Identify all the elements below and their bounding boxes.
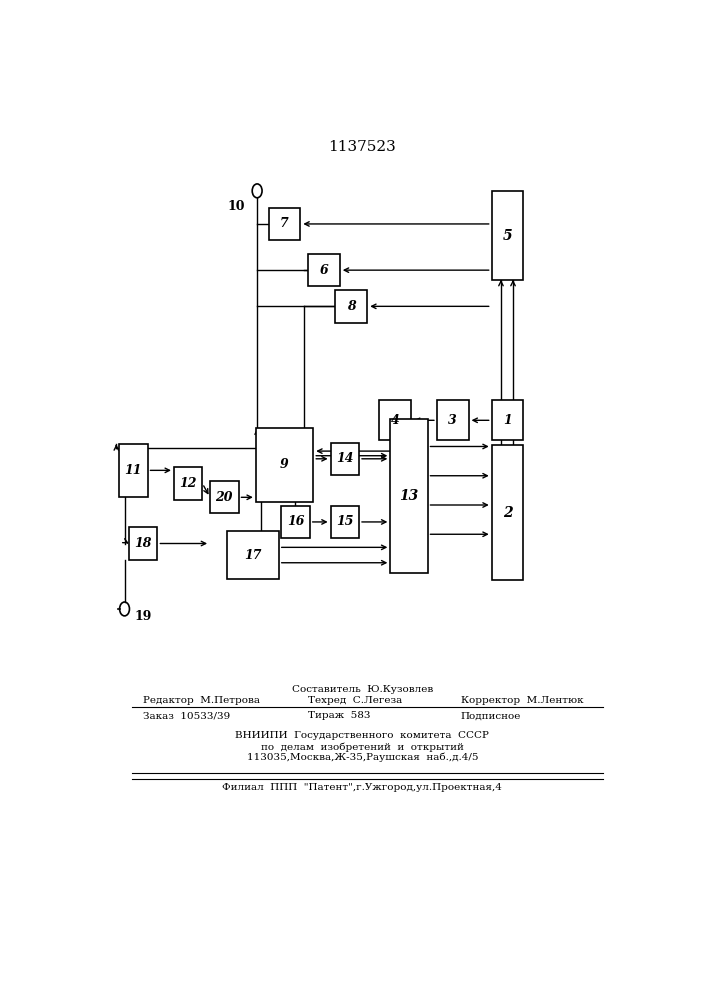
Bar bbox=[331, 506, 359, 538]
Text: 20: 20 bbox=[216, 491, 233, 504]
Text: 6: 6 bbox=[320, 264, 328, 277]
Text: Редактор  М.Петрова: Редактор М.Петрова bbox=[144, 696, 260, 705]
Text: 9: 9 bbox=[280, 458, 289, 471]
Text: Подписное: Подписное bbox=[461, 711, 521, 720]
Bar bbox=[491, 445, 523, 580]
Text: Составитель  Ю.Кузовлев: Составитель Ю.Кузовлев bbox=[292, 685, 433, 694]
Text: Корректор  М.Лентюк: Корректор М.Лентюк bbox=[461, 696, 583, 705]
Text: 1: 1 bbox=[503, 414, 512, 427]
Text: 13: 13 bbox=[399, 489, 419, 503]
Bar bbox=[380, 400, 411, 440]
Text: по  делам  изобретений  и  открытий: по делам изобретений и открытий bbox=[261, 742, 464, 752]
Bar bbox=[331, 443, 359, 475]
Text: 113035,Москва,Ж-35,Раушская  наб.,д.4/5: 113035,Москва,Ж-35,Раушская наб.,д.4/5 bbox=[247, 753, 478, 762]
Bar bbox=[336, 290, 367, 323]
Bar bbox=[269, 208, 300, 240]
Bar bbox=[210, 481, 238, 513]
Text: 8: 8 bbox=[347, 300, 356, 313]
Text: 4: 4 bbox=[391, 414, 399, 427]
Text: 14: 14 bbox=[336, 452, 354, 465]
Bar bbox=[390, 419, 428, 573]
Text: 1137523: 1137523 bbox=[329, 140, 396, 154]
Text: 19: 19 bbox=[134, 610, 152, 623]
Text: 16: 16 bbox=[287, 515, 304, 528]
Bar bbox=[308, 254, 340, 286]
Text: 17: 17 bbox=[244, 549, 262, 562]
Text: Заказ  10533/39: Заказ 10533/39 bbox=[144, 711, 230, 720]
Bar bbox=[227, 531, 279, 579]
Text: 5: 5 bbox=[503, 229, 513, 242]
Text: 2: 2 bbox=[503, 506, 513, 520]
Text: 15: 15 bbox=[336, 515, 354, 528]
Text: 3: 3 bbox=[448, 414, 457, 427]
Text: 7: 7 bbox=[280, 217, 289, 230]
Text: Техред  С.Легеза: Техред С.Легеза bbox=[308, 696, 402, 705]
Text: 10: 10 bbox=[228, 200, 245, 213]
Bar bbox=[174, 467, 202, 500]
Text: Тираж  583: Тираж 583 bbox=[308, 711, 370, 720]
Bar bbox=[281, 506, 310, 538]
Text: 12: 12 bbox=[180, 477, 197, 490]
Text: Филиал  ППП  "Патент",г.Ужгород,ул.Проектная,4: Филиал ППП "Патент",г.Ужгород,ул.Проектн… bbox=[223, 783, 502, 792]
Bar bbox=[491, 191, 523, 280]
Bar bbox=[119, 444, 148, 497]
Text: ВНИИПИ  Государственного  комитета  СССР: ВНИИПИ Государственного комитета СССР bbox=[235, 732, 489, 740]
Bar bbox=[437, 400, 469, 440]
Text: 18: 18 bbox=[134, 537, 152, 550]
Text: 11: 11 bbox=[124, 464, 142, 477]
Bar bbox=[256, 428, 313, 502]
Bar bbox=[491, 400, 523, 440]
Bar bbox=[129, 527, 158, 560]
